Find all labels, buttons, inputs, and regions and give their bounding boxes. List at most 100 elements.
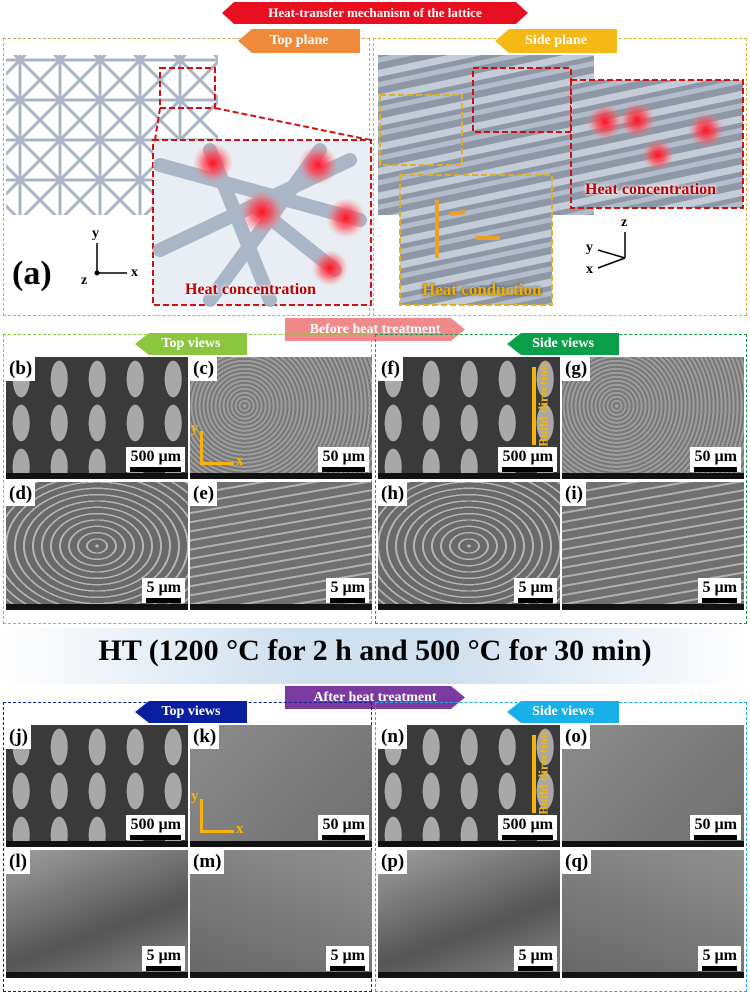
scale-line [322, 467, 365, 472]
panel-label: (p) [378, 850, 408, 874]
scale-bar: 500 µm [126, 447, 185, 472]
sem-image: (b) 500 µm [6, 357, 188, 479]
sem-image: (o) 50 µm [562, 725, 744, 847]
scale-line [146, 598, 181, 603]
sem-image: (j) 500 µm [6, 725, 188, 847]
panel-label: (f) [378, 357, 403, 381]
treatment-text: HT (1200 °C for 2 h and 500 °C for 30 mi… [98, 634, 652, 667]
tab: Side plane [495, 29, 617, 53]
panel-label: (m) [190, 850, 225, 874]
section-banner: After heat treatment [285, 686, 465, 709]
scale-line [694, 835, 737, 840]
tab: Side views [507, 333, 619, 355]
tab: Top views [135, 701, 247, 723]
sem-image: (n) 500 µm Build direction [378, 725, 560, 847]
build-arrow [532, 735, 536, 813]
info-bar [190, 473, 372, 479]
scale-bar: 5 µm [326, 578, 369, 603]
panel-label: (h) [378, 482, 408, 506]
info-bar [562, 473, 744, 479]
scale-line [694, 467, 737, 472]
axis-label: x [586, 262, 593, 277]
panel-label: (d) [6, 482, 36, 506]
scale-bar: 500 µm [126, 815, 185, 840]
panel-label: (n) [378, 725, 408, 749]
axis-arrow [200, 799, 203, 833]
panel-label: (c) [190, 357, 218, 381]
build-direction: Build direction [535, 363, 551, 447]
axis-label: y [92, 226, 99, 241]
scale-line [702, 966, 737, 971]
tab: Top plane [238, 29, 360, 53]
info-bar [6, 604, 188, 610]
info-bar [6, 841, 188, 847]
build-direction: Build direction [535, 731, 551, 815]
info-bar [562, 604, 744, 610]
sem-image: (l) 5 µm [6, 850, 188, 978]
info-bar [562, 841, 744, 847]
sem-image: (p) 5 µm [378, 850, 560, 978]
scale-bar: 50 µm [690, 447, 741, 472]
scale-line [322, 835, 365, 840]
info-bar [6, 972, 188, 978]
scale-bar: 5 µm [142, 578, 185, 603]
info-bar [378, 473, 560, 479]
scale-line [330, 966, 365, 971]
lattice-illustration [6, 55, 744, 307]
info-bar [190, 841, 372, 847]
treatment-band [0, 628, 750, 684]
scale-bar: 5 µm [514, 578, 557, 603]
tab: Top views [135, 333, 247, 355]
axis-arrow [200, 462, 234, 465]
scale-line [518, 966, 553, 971]
axis-arrow [200, 830, 234, 833]
scale-line [702, 598, 737, 603]
sem-image: (i) 5 µm [562, 482, 744, 610]
axis-label: z [81, 273, 88, 288]
sem-image: (g) 50 µm [562, 357, 744, 479]
info-bar [190, 972, 372, 978]
axis-arrow [200, 431, 203, 465]
build-arrow [532, 367, 536, 445]
scale-bar: 500 µm [498, 815, 557, 840]
info-bar [378, 972, 560, 978]
axis-label: x [236, 821, 244, 837]
info-bar [190, 604, 372, 610]
panel-label: (j) [6, 725, 31, 749]
info-bar [378, 604, 560, 610]
scale-bar: 5 µm [698, 946, 741, 971]
tab: Side views [507, 701, 619, 723]
scale-bar: 50 µm [318, 815, 369, 840]
scale-bar: 5 µm [326, 946, 369, 971]
sem-image: (d) 5 µm [6, 482, 188, 610]
scale-bar: 500 µm [498, 447, 557, 472]
info-bar [378, 841, 560, 847]
panel-label: (a) [12, 255, 52, 292]
scale-line [502, 835, 553, 840]
panel-label: (i) [562, 482, 586, 506]
sem-image: (m) 5 µm [190, 850, 372, 978]
panel-label: (g) [562, 357, 591, 381]
scale-line [130, 835, 181, 840]
scale-line [130, 467, 181, 472]
axis-label: x [131, 265, 138, 280]
sem-image: (f) 500 µm Build direction [378, 357, 560, 479]
axis-label: y [586, 240, 593, 255]
section-banner: Heat-transfer mechanism of the lattice [222, 2, 528, 24]
info-bar [6, 473, 188, 479]
axis-label: z [621, 215, 628, 230]
panel-label: (q) [562, 850, 592, 874]
scale-line [502, 467, 553, 472]
axis-label: x [236, 453, 244, 469]
scale-line [518, 598, 553, 603]
scale-bar: 5 µm [142, 946, 185, 971]
axis-label: y [191, 420, 199, 436]
scale-bar: 5 µm [514, 946, 557, 971]
scale-line [330, 598, 365, 603]
annotation: Heat concentration [185, 281, 317, 298]
panel-label: (l) [6, 850, 30, 874]
sem-image: (e) 5 µm [190, 482, 372, 610]
sem-image: (h) 5 µm [378, 482, 560, 610]
axis-label: y [191, 788, 199, 804]
